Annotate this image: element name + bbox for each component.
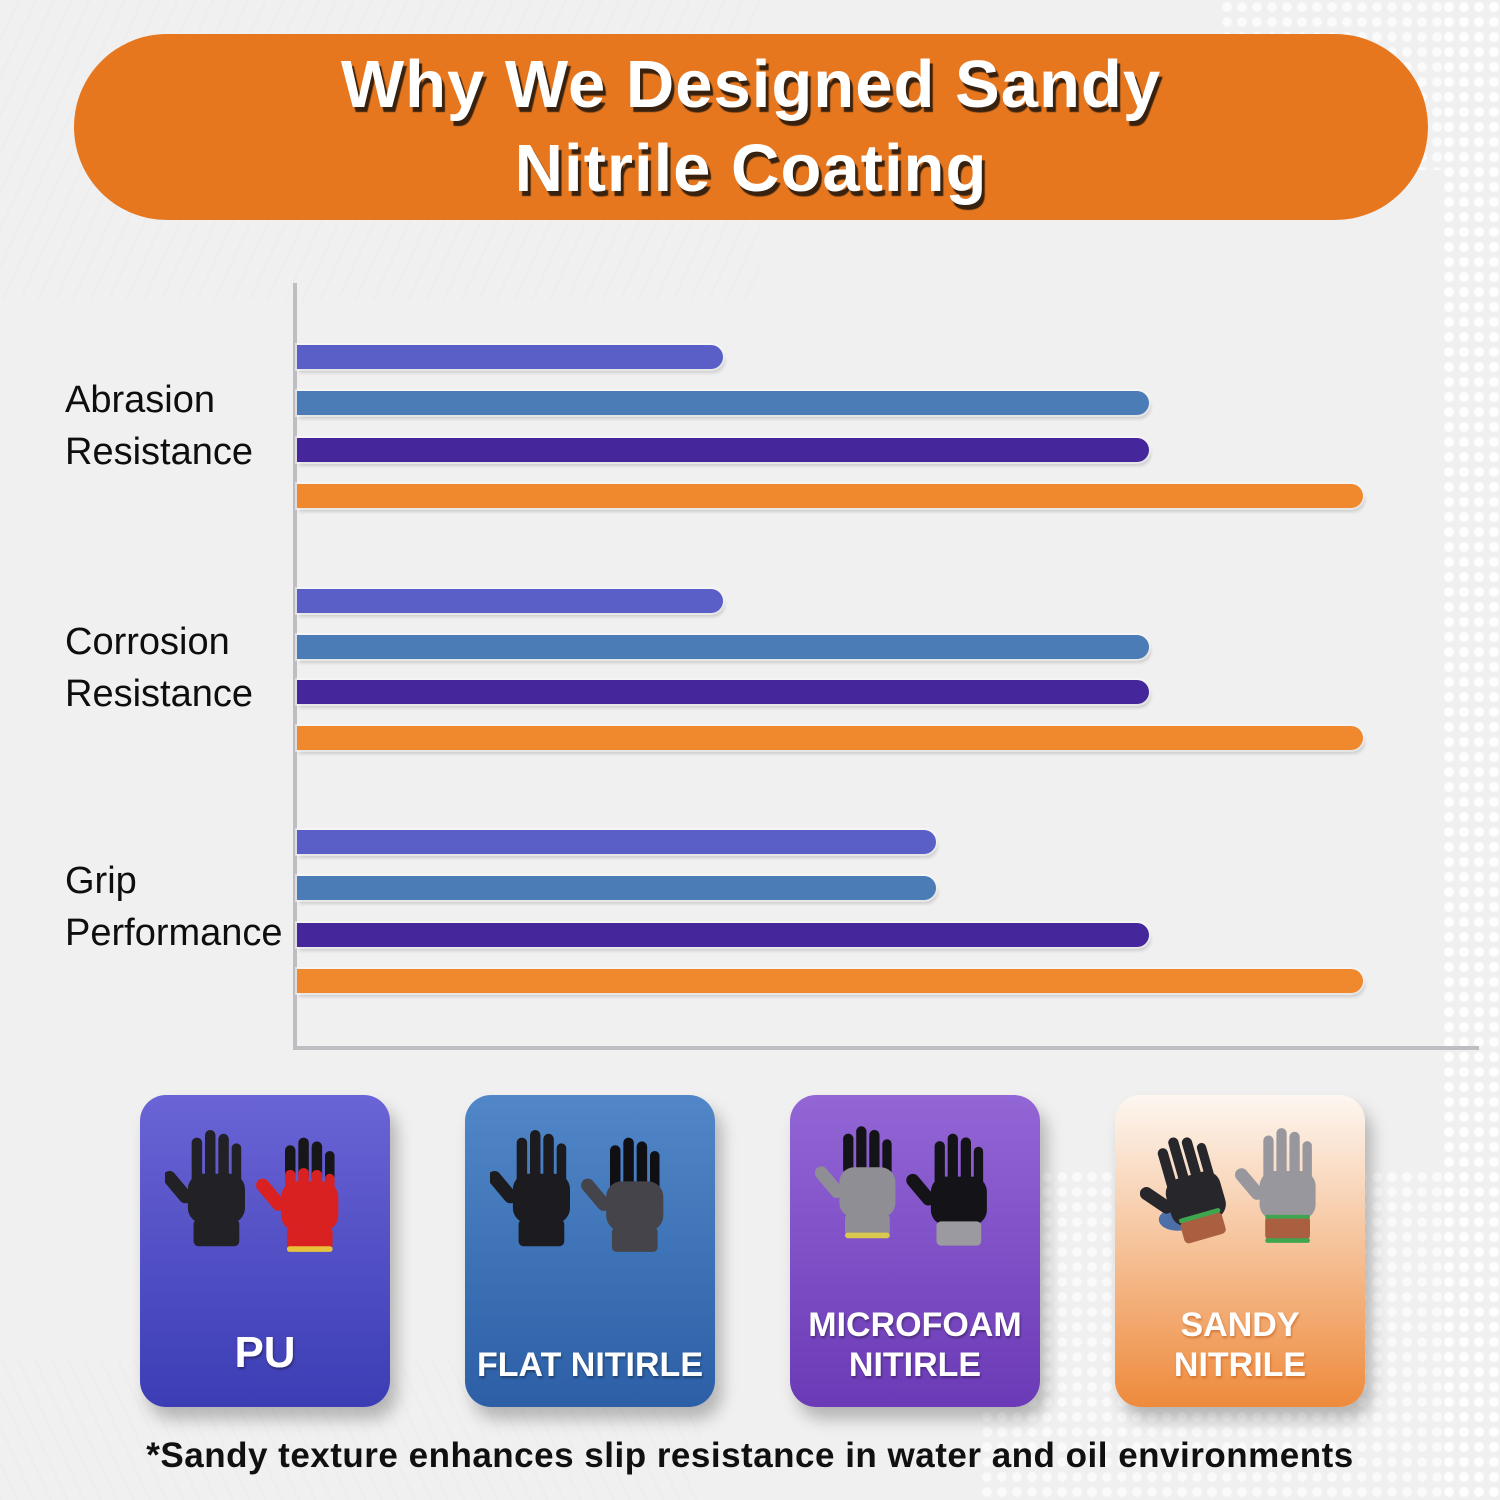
- legend-card-flat-nitrile: FLAT NITIRLE: [465, 1095, 715, 1407]
- y-axis-line: [293, 283, 297, 1050]
- category-label-grip-performance: Grip Performance: [65, 860, 283, 955]
- bar-pu-corrosion: [297, 589, 724, 613]
- bar-flat-nitrile-grip: [297, 876, 937, 901]
- bar-group-corrosion: [297, 589, 1481, 750]
- x-axis-line: [293, 1046, 1479, 1050]
- bar-flat-nitrile-abrasion: [297, 391, 1150, 416]
- bar-microfoam-nitrile-abrasion: [297, 437, 1150, 462]
- pu-gloves-image: [165, 1130, 339, 1252]
- legend-card-label: PU: [234, 1328, 296, 1378]
- bar-sandy-nitrile-abrasion: [297, 483, 1363, 508]
- legend-card-pu: PU: [140, 1095, 390, 1407]
- bar-group-abrasion: [297, 345, 1481, 508]
- legend-card-sandy-nitrile: SANDY NITRILE: [1115, 1095, 1365, 1407]
- bar-sandy-nitrile-corrosion: [297, 725, 1363, 750]
- bar-flat-nitrile-corrosion: [297, 634, 1150, 659]
- legend-card-label: SANDY NITRILE: [1173, 1305, 1307, 1384]
- flat-nitrile-gloves-image: [490, 1130, 664, 1252]
- halftone-dots-right-edge: [1442, 0, 1500, 1500]
- bar-pu-abrasion: [297, 345, 724, 369]
- plot-area: [297, 283, 1481, 1048]
- footnote-text: *Sandy texture enhances slip resistance …: [146, 1436, 1354, 1475]
- title-banner: Why We Designed Sandy Nitrile Coating: [74, 34, 1428, 220]
- sandy-nitrile-gloves-image: [1140, 1128, 1316, 1244]
- bar-microfoam-nitrile-corrosion: [297, 680, 1150, 705]
- legend-card-label: MICROFOAM NITIRLE: [808, 1305, 1022, 1384]
- category-label-corrosion-resistance: Corrosion Resistance: [65, 621, 253, 716]
- bar-group-grip: [297, 830, 1481, 993]
- legend-card-label: FLAT NITIRLE: [477, 1345, 703, 1384]
- bar-microfoam-nitrile-grip: [297, 922, 1150, 947]
- bar-sandy-nitrile-grip: [297, 968, 1363, 993]
- page-title-line1: Why We Designed Sandy: [340, 46, 1162, 122]
- category-label-abrasion-resistance: Abrasion Resistance: [65, 379, 253, 474]
- bar-pu-grip: [297, 830, 937, 854]
- legend-card-microfoam-nitrile: MICROFOAM NITIRLE: [790, 1095, 1040, 1407]
- comparison-bar-chart: Abrasion Resistance Corrosion Resistance…: [65, 283, 1481, 1050]
- microfoam-nitrile-gloves-image: [815, 1126, 987, 1246]
- page-title-line2: Nitrile Coating: [514, 131, 988, 206]
